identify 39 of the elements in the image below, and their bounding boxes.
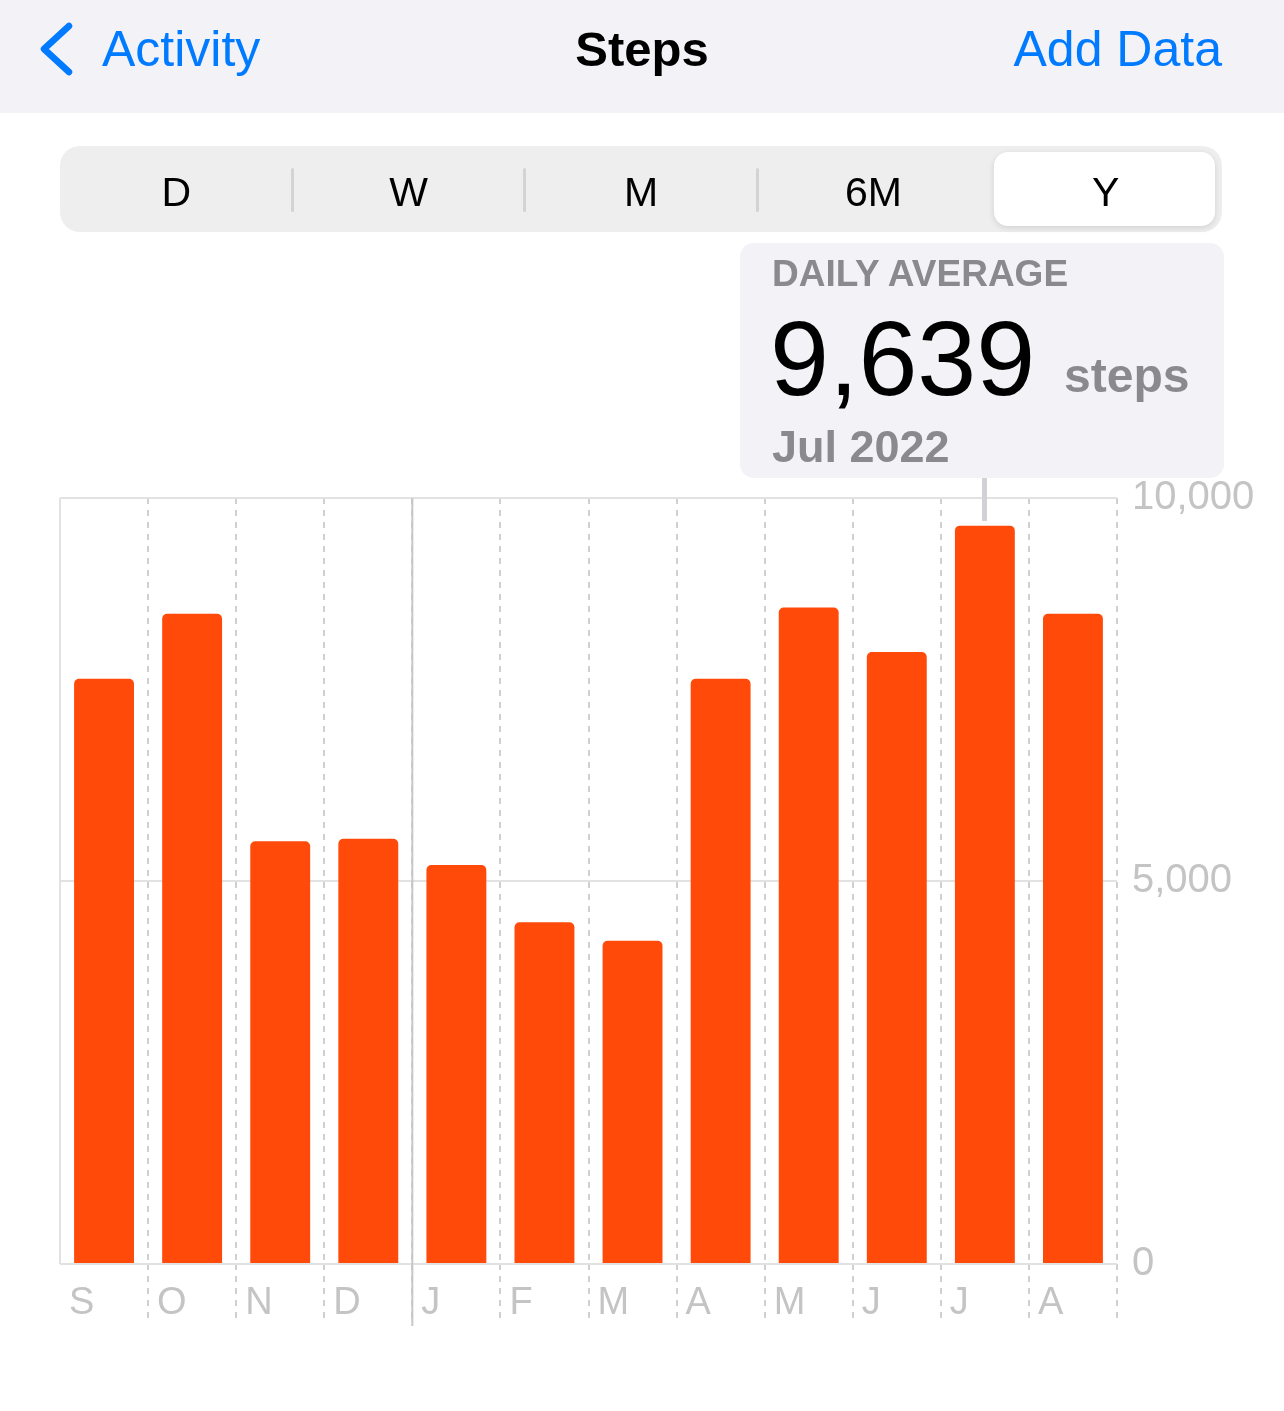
text: Jul 2022 [772,420,950,472]
x-tick-label: J [421,1280,441,1323]
text: Y [1092,169,1120,216]
bar [338,838,399,1263]
x-tick-label: A [685,1280,712,1323]
bar [74,678,134,1263]
text: 9,639 [770,299,1036,418]
bar [514,922,575,1263]
bar [954,525,1015,1263]
x-tick-label: J [861,1280,881,1323]
x-tick-label: A [1037,1280,1064,1323]
x-tick-label: S [69,1280,95,1323]
bar [778,607,839,1263]
bar [602,940,663,1263]
bar [426,864,487,1263]
bar [866,651,927,1263]
text: M [623,169,659,216]
text: DAILY AVERAGE [772,252,1069,294]
y-tick-label: 5,000 [1132,856,1233,901]
text: 6M [844,169,902,216]
y-tick-label: 0 [1132,1239,1155,1284]
bar [1043,613,1103,1263]
text: W [389,169,428,216]
x-tick-label: M [597,1280,630,1323]
text: steps [1064,349,1190,403]
bar [162,613,223,1263]
x-tick-label: J [949,1280,969,1323]
x-tick-label: M [773,1280,806,1323]
text: D [161,169,191,216]
chart-title: Steps [575,21,709,76]
x-tick-label: F [509,1280,533,1323]
text: Activity [102,20,261,77]
y-tick-label: 10,000 [1132,473,1255,518]
text: Add Data [1013,20,1222,77]
x-tick-label: O [157,1280,187,1323]
bar [690,678,751,1263]
bar [250,841,311,1263]
x-tick-label: D [333,1280,361,1323]
x-tick-label: N [245,1280,273,1323]
